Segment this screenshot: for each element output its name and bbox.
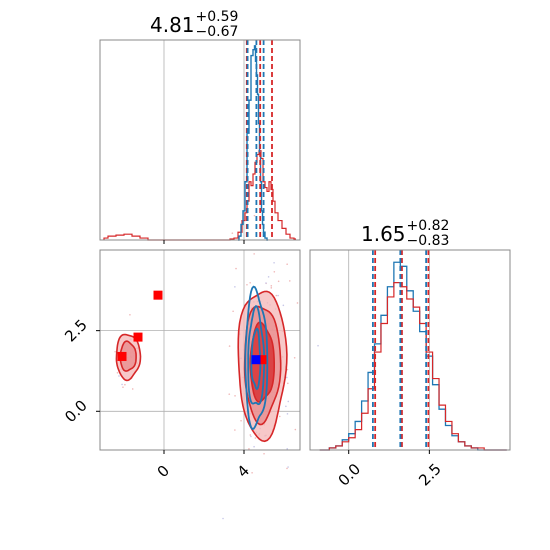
title-p2-value: 1.65	[361, 222, 406, 246]
marker-red-0	[153, 290, 163, 300]
scatter-point	[116, 372, 119, 374]
scatter-point	[248, 448, 250, 450]
scatter-point	[114, 350, 116, 353]
scatter-point	[275, 294, 278, 297]
scatter-point	[293, 356, 296, 359]
marker-red-3	[257, 355, 267, 365]
scatter-point	[249, 281, 251, 284]
scatter-point	[228, 345, 231, 347]
scatter-point	[131, 388, 134, 390]
m1-hist-red	[103, 150, 296, 241]
scatter-point	[231, 232, 234, 234]
scatter-point	[118, 375, 120, 377]
title-p2-minus: −0.83	[406, 233, 450, 249]
scatter-point	[263, 452, 265, 455]
title-p2-errors: +0.82 −0.83	[407, 219, 450, 249]
title-p1-value: 4.81	[150, 13, 195, 37]
scatter-point	[288, 280, 291, 282]
scatter-point	[121, 383, 123, 386]
joint-contour-blue-0-1	[247, 305, 266, 406]
scatter-point	[222, 517, 224, 520]
scatter-point	[296, 302, 299, 304]
scatter-point	[253, 214, 256, 217]
scatter-point	[286, 413, 289, 415]
title-p1-plus: +0.59	[195, 9, 239, 25]
scatter-point	[228, 393, 231, 395]
scatter-point	[286, 448, 289, 450]
scatter-point	[286, 467, 288, 470]
scatter-point	[234, 429, 236, 431]
scatter-point	[317, 344, 319, 347]
title-p1: 4.81 +0.59 −0.67	[150, 10, 238, 40]
frame-m2	[309, 249, 511, 451]
scatter-point	[253, 253, 255, 255]
m2-xtick-label-1: 2.5	[415, 460, 445, 490]
scatter-point	[287, 466, 289, 468]
scatter-point	[235, 267, 237, 270]
scatter-point	[286, 263, 288, 265]
scatter-point	[294, 428, 297, 431]
scatter-point	[267, 276, 270, 278]
title-p1-minus: −0.67	[195, 24, 239, 40]
joint-scatter-points	[114, 214, 319, 520]
scatter-point	[240, 419, 242, 422]
marker-red-2	[117, 351, 127, 361]
scatter-point	[122, 386, 124, 388]
scatter-point	[254, 437, 257, 439]
scatter-point	[234, 286, 236, 288]
marker-red-1	[133, 332, 143, 342]
scatter-point	[250, 435, 252, 438]
scatter-point	[287, 400, 290, 403]
frame-jt	[99, 249, 301, 451]
scatter-point	[277, 294, 279, 297]
scatter-point	[273, 270, 276, 273]
joint-xtick-label-0: 0	[154, 462, 173, 481]
scatter-point	[273, 261, 275, 264]
scatter-point	[270, 287, 273, 289]
scatter-point	[129, 313, 131, 316]
scatter-point	[278, 415, 281, 418]
scatter-point	[232, 310, 234, 313]
m2-hist-red	[319, 282, 507, 451]
scatter-point	[249, 434, 252, 436]
scatter-point	[282, 304, 285, 307]
joint-ytick-label-0: 0.0	[61, 396, 91, 426]
title-p2-plus: +0.82	[406, 218, 450, 234]
scatter-point	[124, 383, 126, 386]
title-p2: 1.65 +0.82 −0.83	[361, 219, 449, 249]
scatter-point	[285, 405, 287, 408]
joint-xtick-label-1: 4	[234, 462, 253, 481]
title-p1-errors: +0.59 −0.67	[196, 10, 239, 40]
scatter-point	[251, 471, 253, 474]
scatter-point	[270, 285, 273, 287]
scatter-point	[265, 282, 267, 284]
scatter-point	[277, 280, 280, 283]
joint-ytick-label-1: 2.5	[61, 316, 91, 346]
m1-hist-blue	[238, 45, 268, 241]
marker-blue	[251, 355, 261, 365]
scatter-point	[253, 445, 255, 448]
joint-contour-blue-0-0	[244, 285, 269, 430]
m2-xtick-label-0: 0.0	[335, 460, 365, 490]
m2-hist-blue	[319, 261, 507, 451]
scatter-point	[287, 382, 289, 385]
scatter-point	[234, 395, 236, 397]
scatter-point	[246, 283, 248, 286]
frame-m1	[99, 39, 301, 241]
scatter-point	[286, 376, 288, 379]
